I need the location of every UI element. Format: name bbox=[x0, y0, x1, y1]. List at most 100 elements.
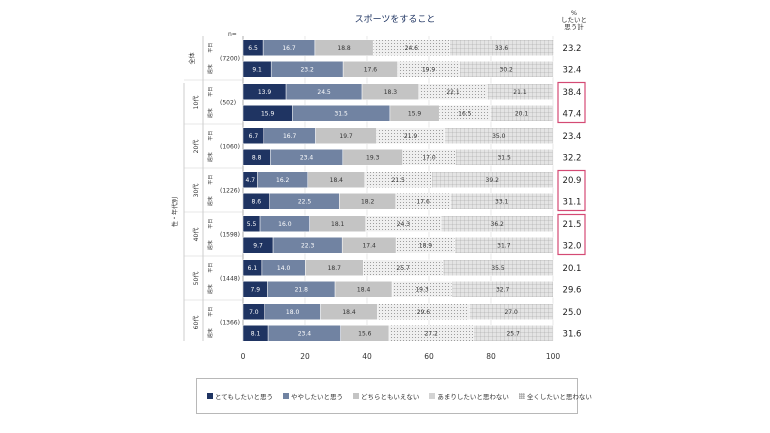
bar-value-label: 27.0 bbox=[504, 309, 518, 316]
legend-item: どちらともいえない bbox=[352, 391, 420, 401]
legend-row: とてもしたいと思う ややしたいと思う どちらともいえない あまりしたいと思わない 全くし… bbox=[207, 391, 592, 401]
bar-segment bbox=[442, 259, 554, 276]
bar-value-label: 16.7 bbox=[283, 133, 297, 140]
bar-value-label: 19.9 bbox=[422, 66, 436, 73]
bar-value-label: 6.7 bbox=[249, 133, 259, 140]
bar-segment bbox=[450, 193, 554, 210]
x-tick-label: 100 bbox=[546, 352, 561, 361]
bar-value-label: 25.7 bbox=[396, 265, 410, 272]
bar-value-label: 36.2 bbox=[491, 221, 505, 228]
bar-value-label: 15.9 bbox=[408, 110, 422, 117]
bar-segment bbox=[449, 39, 554, 56]
bar-value-label: 15.9 bbox=[261, 110, 275, 117]
bar-value-label: 8.6 bbox=[252, 198, 262, 205]
bar-value-label: 22.3 bbox=[301, 242, 315, 249]
total-value: 32.0 bbox=[563, 241, 582, 251]
bar-value-label: 7.0 bbox=[249, 309, 259, 316]
bar-value-label: 18.2 bbox=[361, 198, 375, 205]
legend-label: 全くしたいと思わない bbox=[526, 393, 592, 401]
right-header: %したいと思う計 bbox=[561, 9, 587, 31]
bar-value-label: 19.3 bbox=[366, 154, 380, 161]
bar-value-label: 23.4 bbox=[300, 154, 314, 161]
bar-segment bbox=[473, 325, 554, 342]
bar-value-label: 6.1 bbox=[248, 265, 258, 272]
bar-segment bbox=[455, 149, 554, 166]
bar-value-label: 27.2 bbox=[424, 330, 438, 337]
highlight-box bbox=[557, 213, 586, 256]
total-value: 38.4 bbox=[563, 88, 582, 98]
total-value: 32.4 bbox=[563, 65, 582, 75]
bar-value-label: 4.7 bbox=[246, 177, 256, 184]
bar-segment bbox=[490, 105, 553, 122]
group-n: (1598) bbox=[220, 232, 240, 239]
row-sub-label: 週末 bbox=[207, 284, 214, 294]
bar-value-label: 16.2 bbox=[276, 177, 290, 184]
group-label: 40代 bbox=[192, 228, 200, 242]
bar-value-label: 24.5 bbox=[317, 89, 331, 96]
group-n: (502) bbox=[220, 100, 236, 107]
legend-label: ややしたいと思う bbox=[290, 393, 343, 401]
bar-value-label: 24.6 bbox=[405, 45, 419, 52]
bar-value-label: 33.6 bbox=[495, 45, 509, 52]
row-sub-label: 平日 bbox=[208, 307, 214, 317]
bar-value-label: 18.1 bbox=[331, 221, 345, 228]
total-value: 20.1 bbox=[563, 264, 582, 274]
bar-value-label: 19.7 bbox=[339, 133, 353, 140]
bar-value-label: 23.4 bbox=[298, 330, 312, 337]
legend-item: とてもしたいと思う bbox=[207, 391, 273, 401]
bar-value-label: 9.7 bbox=[253, 242, 263, 249]
bar-value-label: 21.9 bbox=[404, 133, 418, 140]
group-label: 20代 bbox=[192, 140, 200, 154]
bar-value-label: 18.4 bbox=[357, 286, 371, 293]
row-sub-label: 平日 bbox=[208, 219, 214, 229]
bar-segment bbox=[451, 281, 554, 298]
group-n: (1060) bbox=[220, 144, 240, 151]
legend-swatch bbox=[429, 393, 436, 399]
legend-label: とてもしたいと思う bbox=[215, 393, 273, 401]
bar-value-label: 31.5 bbox=[497, 154, 511, 161]
bar-value-label: 18.0 bbox=[286, 309, 300, 316]
total-value: 25.0 bbox=[563, 308, 582, 318]
total-value: 47.4 bbox=[563, 109, 582, 119]
bar-value-label: 17.4 bbox=[362, 242, 376, 249]
bar-value-label: 16.0 bbox=[278, 221, 292, 228]
total-value: 20.9 bbox=[563, 176, 582, 186]
legend-item: ややしたいと思う bbox=[282, 391, 343, 401]
bar-segment bbox=[487, 83, 553, 100]
total-value: 31.6 bbox=[563, 329, 582, 339]
bar-value-label: 30.2 bbox=[500, 66, 514, 73]
group-label: 全体 bbox=[188, 52, 196, 64]
bar-value-label: 21.1 bbox=[513, 89, 527, 96]
bar-value-label: 20.1 bbox=[515, 110, 529, 117]
group-n: (1448) bbox=[220, 276, 240, 283]
x-tick-label: 40 bbox=[362, 352, 372, 361]
legend-swatch bbox=[518, 393, 525, 399]
bar-value-label: 21.8 bbox=[295, 286, 309, 293]
bar-segment bbox=[459, 61, 554, 78]
bar-value-label: 31.5 bbox=[334, 110, 348, 117]
bar-value-label: 8.8 bbox=[252, 154, 262, 161]
n-header: n= bbox=[228, 31, 237, 38]
legend-label: どちらともいえない bbox=[360, 393, 420, 401]
row-sub-label: 平日 bbox=[208, 131, 214, 141]
bar-value-label: 14.0 bbox=[277, 265, 291, 272]
bar-value-label: 18.4 bbox=[342, 309, 356, 316]
bar-segment bbox=[440, 215, 554, 232]
row-sub-label: 平日 bbox=[208, 43, 214, 53]
bar-value-label: 9.1 bbox=[252, 66, 262, 73]
bar-value-label: 5.5 bbox=[247, 221, 257, 228]
x-tick-label: 0 bbox=[241, 352, 246, 361]
bar-value-label: 16.5 bbox=[458, 110, 472, 117]
plot-area: 性・年代別 全体 (7200) 平日 6.5 16.7 18.8 24.6 33.6 23.2 週末… bbox=[171, 36, 586, 361]
bar-value-label: 33.1 bbox=[495, 198, 509, 205]
bar-value-label: 21.5 bbox=[391, 177, 405, 184]
bar-value-label: 19.3 bbox=[415, 286, 429, 293]
bar-segment bbox=[454, 237, 554, 254]
bar-value-label: 18.7 bbox=[328, 265, 342, 272]
legend-swatch bbox=[282, 393, 289, 399]
highlight-box bbox=[557, 81, 586, 124]
bar-segment bbox=[431, 171, 554, 188]
bar-value-label: 18.3 bbox=[384, 89, 398, 96]
row-sub-label: 週末 bbox=[207, 64, 214, 74]
